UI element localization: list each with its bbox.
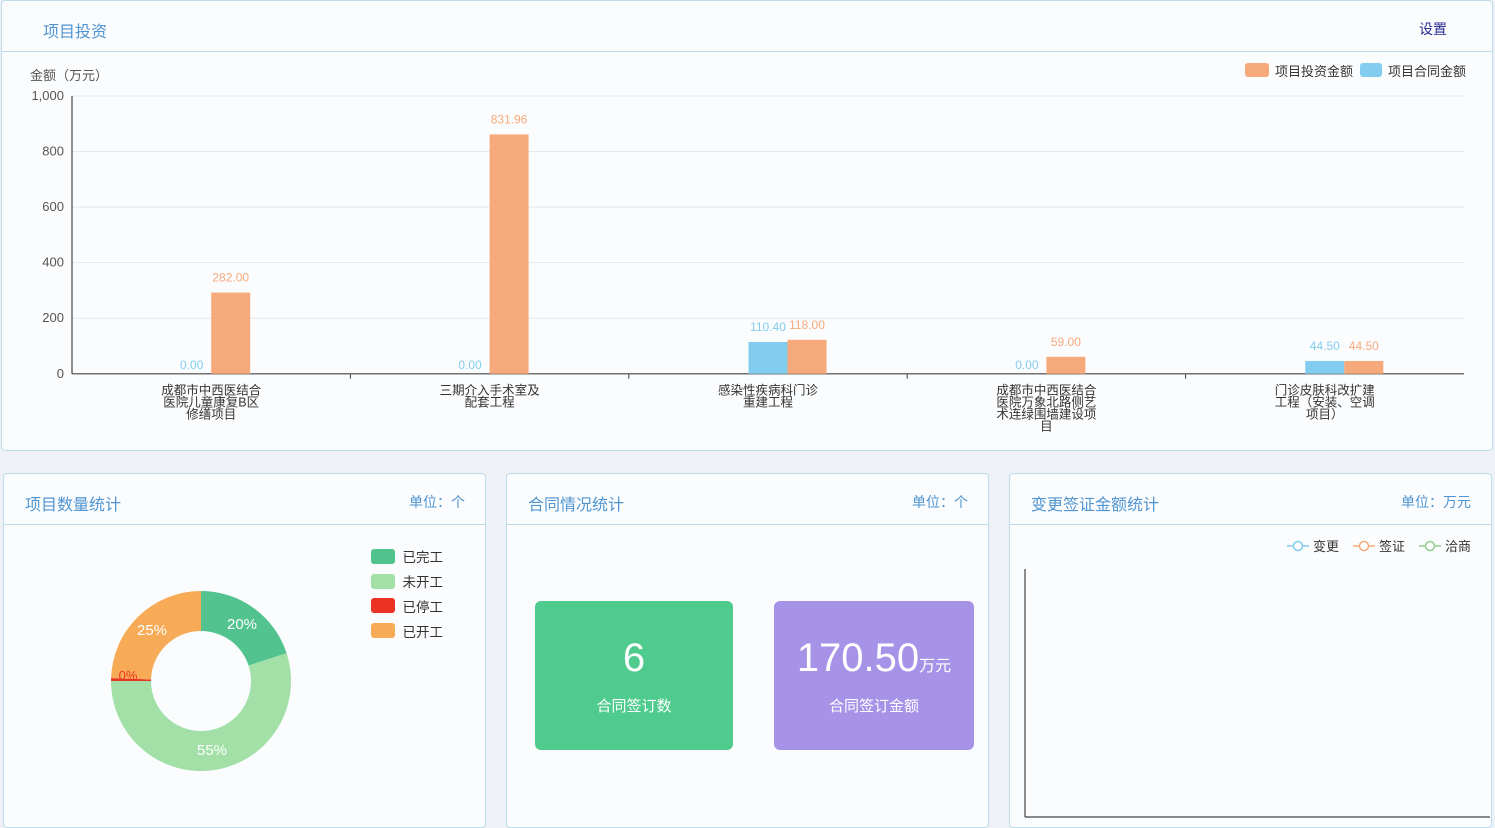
svg-text:282.00: 282.00 bbox=[212, 271, 249, 285]
svg-text:目: 目 bbox=[1040, 420, 1053, 434]
svg-text:项目）: 项目） bbox=[1306, 408, 1344, 422]
svg-text:800: 800 bbox=[42, 144, 64, 159]
svg-text:200: 200 bbox=[42, 310, 64, 325]
svg-text:118.00: 118.00 bbox=[789, 318, 825, 332]
svg-text:25%: 25% bbox=[137, 622, 167, 639]
svg-text:600: 600 bbox=[42, 199, 64, 214]
svg-text:110.40: 110.40 bbox=[750, 320, 786, 334]
svg-text:44.50: 44.50 bbox=[1349, 339, 1379, 353]
svg-text:0: 0 bbox=[57, 366, 64, 381]
svg-text:59.00: 59.00 bbox=[1051, 335, 1081, 349]
svg-text:0.00: 0.00 bbox=[180, 358, 204, 372]
svg-text:配套工程: 配套工程 bbox=[465, 395, 516, 410]
svg-text:0%: 0% bbox=[119, 668, 138, 683]
svg-text:重建工程: 重建工程 bbox=[743, 395, 794, 410]
svg-text:55%: 55% bbox=[197, 742, 227, 759]
svg-text:修缮项目: 修缮项目 bbox=[186, 407, 236, 422]
svg-text:0.00: 0.00 bbox=[1015, 358, 1039, 372]
svg-text:1,000: 1,000 bbox=[31, 88, 64, 103]
svg-text:400: 400 bbox=[42, 255, 64, 270]
svg-text:44.50: 44.50 bbox=[1310, 339, 1340, 353]
svg-text:0.00: 0.00 bbox=[458, 358, 482, 372]
svg-text:831.96: 831.96 bbox=[491, 112, 528, 126]
svg-text:20%: 20% bbox=[227, 616, 257, 633]
